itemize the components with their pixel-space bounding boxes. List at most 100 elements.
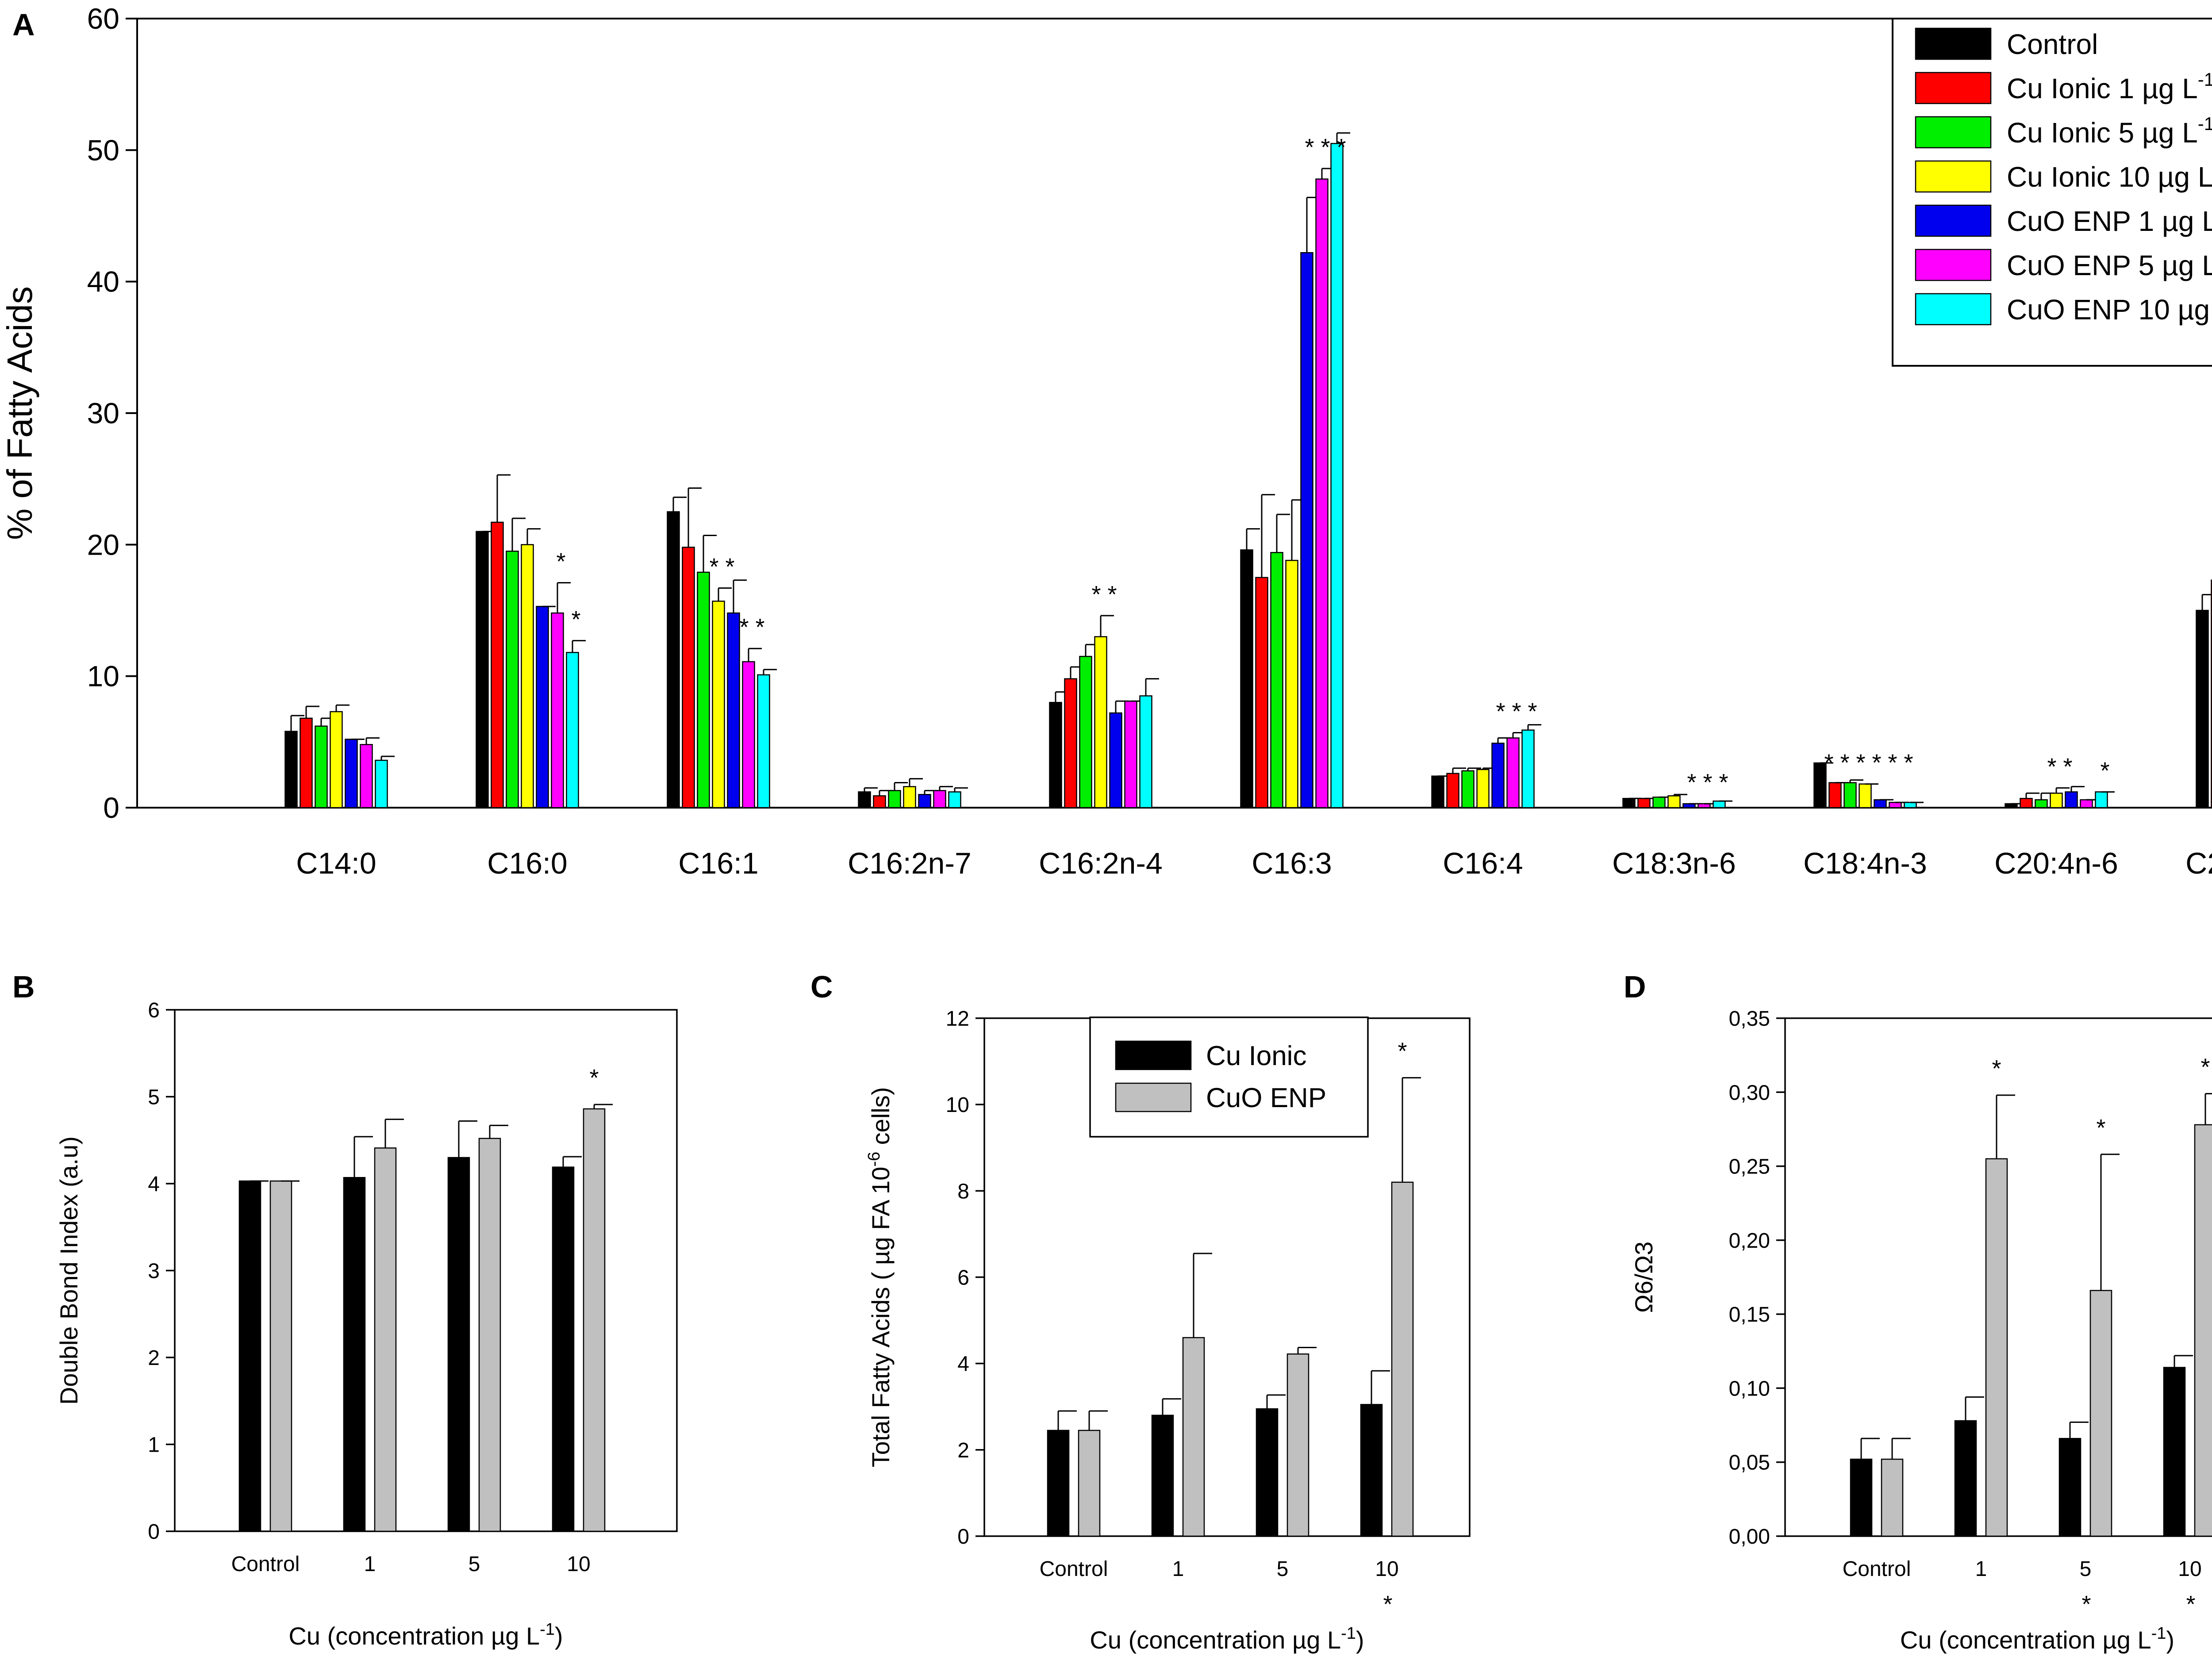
legend-label: Cu Ionic 1 µg L-1 — [2007, 69, 2212, 104]
bar — [238, 1180, 261, 1532]
significance-mark: * * — [709, 553, 734, 580]
x-label-exponent: -1 — [1341, 1624, 1356, 1643]
x-label-exponent: -1 — [540, 1620, 555, 1639]
bar — [360, 744, 373, 809]
bar — [1521, 729, 1535, 809]
significance-mark: * * — [2047, 753, 2072, 780]
bar — [727, 612, 740, 809]
y-tick-label: 1 — [148, 1434, 160, 1457]
bar — [858, 791, 871, 809]
bar — [1047, 1430, 1070, 1537]
y-tick-label: 0,35 — [1729, 1007, 1770, 1031]
bar — [1874, 799, 1887, 809]
legend-label: CuO ENP 1 µg L-1 — [2007, 202, 2212, 237]
bar — [1850, 1458, 1873, 1537]
bar — [269, 1180, 292, 1532]
bar — [343, 1177, 366, 1532]
bar — [1813, 762, 1827, 809]
y-tick-label: 30 — [87, 397, 119, 429]
bar — [1904, 801, 1917, 809]
panel-letter-D: D — [1624, 970, 1646, 1004]
legend-label-unit: µg L — [2162, 205, 2212, 237]
legend-swatch — [1115, 1082, 1192, 1112]
bar — [521, 544, 534, 809]
category-label: 10 — [567, 1553, 590, 1576]
bar — [330, 711, 343, 809]
y-axis-label: Double Bond Index (a.u) — [55, 1136, 83, 1405]
bar — [447, 1157, 470, 1532]
bar — [2080, 799, 2093, 809]
y-tick-label: 20 — [87, 528, 119, 561]
bar — [552, 1166, 575, 1532]
bar — [1109, 712, 1122, 809]
bar — [1828, 782, 1842, 809]
y-label-main: Total Fatty Acids ( µg FA 10 — [867, 1167, 895, 1468]
significance-mark: * — [2200, 1054, 2210, 1081]
legend-swatch — [1915, 160, 1992, 193]
axis-significance-mark: * — [2081, 1591, 2091, 1618]
y-tick-label: 10 — [946, 1093, 969, 1117]
category-label: C16:1 — [678, 847, 758, 880]
legend-label-exponent: -1 — [2198, 113, 2212, 134]
bar — [1843, 782, 1857, 809]
panel-d: 0,00 0,05 0,10 0,15 0,20 0,25 0,30 0,35 Ω6/Ω3 Cu … — [1630, 1007, 2212, 1654]
bar — [1954, 1420, 1977, 1537]
significance-mark: * — [1992, 1055, 2001, 1082]
bar — [1330, 143, 1344, 809]
y-label-end: cells) — [867, 1087, 895, 1152]
legend-swatch — [1915, 293, 1992, 326]
bar — [345, 739, 358, 809]
legend-label: CuO ENP — [1206, 1083, 1326, 1113]
category-label: 1 — [364, 1553, 376, 1576]
legend-label-unit: µg L — [2178, 294, 2212, 326]
category-label: C18:3n-6 — [1612, 847, 1736, 880]
category-label: C16:2n-7 — [848, 847, 972, 880]
category-label: 1 — [1172, 1557, 1184, 1581]
panel-a: 0 10 20 30 40 50 60 % of Fatty Acids C14:0 C16:0 C… — [0, 2, 2212, 880]
bar — [1713, 800, 1726, 809]
y-tick-label: 0 — [103, 791, 119, 824]
legend-label: Cu Ionic 10 µg L-1 — [2007, 157, 2212, 193]
significance-mark: * — [571, 606, 580, 633]
bar — [478, 1138, 501, 1532]
category-label: Control — [1843, 1557, 1911, 1581]
bar — [1124, 700, 1137, 809]
x-label-close: ) — [2166, 1626, 2174, 1654]
significance-mark: * — [589, 1065, 599, 1091]
bar — [1064, 678, 1077, 809]
bar — [1461, 770, 1475, 809]
x-label-main: Cu (concentration µg L — [288, 1622, 540, 1650]
bar — [1094, 636, 1107, 809]
bar — [476, 531, 489, 809]
legend-swatch — [1915, 249, 1992, 281]
bar — [1622, 797, 1636, 809]
panel-letter-A: A — [12, 8, 35, 42]
legend-label: CuO ENP 5 µg L-1 — [2007, 246, 2212, 281]
bar — [712, 600, 725, 809]
bar — [742, 661, 755, 809]
y-tick-label: 0,10 — [1729, 1377, 1770, 1400]
y-tick-label: 0 — [957, 1525, 969, 1549]
bar — [1391, 1181, 1414, 1537]
legend-label-exponent: -1 — [2198, 69, 2212, 90]
x-label-exponent: -1 — [2151, 1624, 2166, 1643]
legend-label: Cu Ionic — [1206, 1041, 1306, 1071]
x-axis-label: Cu (concentration µg L-1) — [1900, 1624, 2174, 1654]
legend: Cu Ionic CuO ENP — [1089, 1016, 1369, 1138]
y-axis-label: Ω6/Ω3 — [1630, 1242, 1658, 1313]
category-label: C16:2n-4 — [1039, 847, 1163, 880]
bar — [551, 612, 564, 809]
legend-label-main: CuO ENP 10 — [2007, 294, 2178, 326]
bar — [1881, 1458, 1904, 1537]
significance-mark: * * * * * * — [1824, 749, 1913, 776]
bar — [2058, 1438, 2081, 1537]
panel-b: 0 1 2 3 4 5 6 Double Bond Index (a.u) Cu (concen… — [55, 999, 678, 1650]
bar — [1078, 1430, 1101, 1537]
significance-mark: * — [2096, 1115, 2105, 1141]
bar — [903, 786, 916, 809]
category-label: Control — [231, 1553, 300, 1576]
bar — [888, 790, 901, 809]
bar — [1859, 783, 1872, 809]
y-axis-label: Total Fatty Acids ( µg FA 10-6 cells) — [865, 1087, 895, 1468]
axis-significance-mark: * — [2186, 1591, 2195, 1618]
